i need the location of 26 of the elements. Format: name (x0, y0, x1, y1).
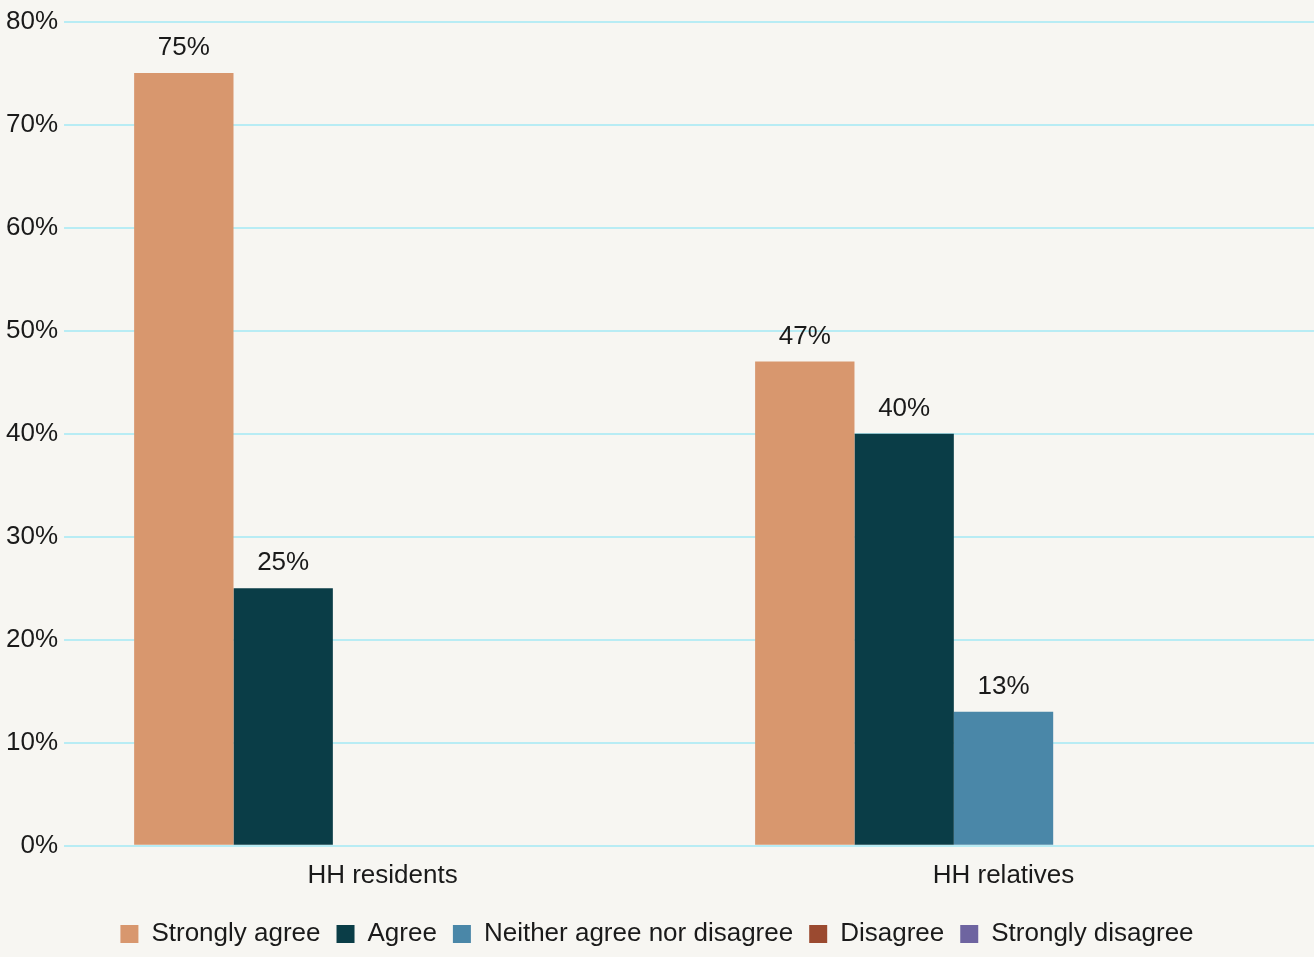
data-label: 40% (878, 391, 931, 422)
y-tick-label: 60% (5, 210, 59, 241)
y-tick-label: 0% (20, 828, 59, 859)
y-tick-label: 20% (5, 622, 59, 653)
y-tick-label: 70% (5, 107, 59, 138)
legend-label: Neither agree nor disagree (483, 917, 794, 948)
legend-label: Strongly disagree (991, 917, 1194, 948)
x-tick-label: HH residents (307, 858, 458, 889)
y-tick-label: 40% (5, 416, 59, 447)
data-label: 47% (778, 319, 831, 350)
data-label: 13% (977, 670, 1030, 701)
y-tick-label: 10% (5, 725, 59, 756)
legend-label: Agree (367, 917, 437, 948)
y-tick-label: 80% (5, 4, 59, 35)
legend-label: Strongly agree (151, 917, 321, 948)
bar (953, 711, 1054, 845)
data-label: 75% (157, 31, 210, 62)
data-label: 25% (257, 546, 310, 577)
legend-label: Disagree (840, 917, 945, 948)
bar (854, 433, 954, 845)
bar (134, 73, 234, 845)
bar (755, 361, 855, 845)
y-tick-label: 50% (5, 313, 59, 344)
x-tick-label: HH relatives (932, 858, 1075, 889)
bar (233, 588, 333, 845)
y-tick-label: 30% (5, 519, 59, 550)
